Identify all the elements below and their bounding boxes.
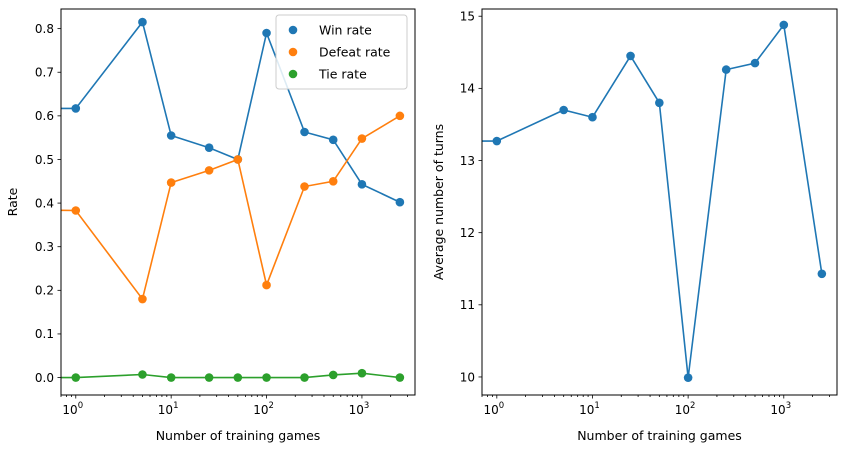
data-point [166,131,176,140]
data-point [357,180,367,189]
data-point [166,373,176,382]
x-axis-label: Number of training games [577,428,742,443]
legend-marker [288,69,298,79]
data-point [233,155,243,164]
y-tick-label: 0.0 [35,371,54,385]
data-point [300,373,309,382]
y-tick-label: 11 [460,298,475,312]
x-tick-label: 103 [349,401,370,417]
x-axis-label: Number of training games [156,428,321,443]
data-point [71,104,81,113]
x-tick-label: 100 [483,401,504,417]
y-tick-label: 0.2 [35,284,54,298]
x-tick-label: 103 [770,401,791,417]
plot-area [61,17,405,382]
series-line-0 [482,22,823,378]
legend-entry: Win rate [319,23,372,38]
data-point [138,370,147,379]
data-point [683,373,693,382]
y-axis-label: Average number of turns [431,124,446,280]
data-point [357,368,367,378]
data-point [262,373,271,382]
y-axis-label: Rate [5,187,20,216]
data-point [71,373,81,382]
data-point [559,105,568,115]
win-defeat-tie-rate-chart: 100 101 102 103 0.0 0.1 0.2 0.3 0.4 0.5 0.6 0.7 0.8 N… [5,8,416,443]
legend-marker [288,25,298,35]
data-point [395,197,405,207]
data-point [328,176,338,186]
legend-marker [288,47,298,57]
x-tick-label: 101 [579,401,600,417]
x-tick-label: 102 [253,401,274,417]
data-point [721,65,731,74]
data-point [395,373,405,382]
data-point [395,111,405,121]
data-point [204,373,214,382]
x-tick-label: 101 [158,401,179,417]
data-point [357,134,367,143]
y-tick-label: 12 [460,226,475,240]
data-point [204,166,214,175]
data-point [138,17,147,27]
data-point [300,182,309,191]
legend: Win rate Defeat rate Tie rate [275,14,408,90]
data-point [817,269,827,279]
data-point [166,178,176,187]
data-point [328,370,338,380]
y-tick-label: 10 [460,370,475,384]
data-point [262,280,271,290]
y-tick-label: 0.7 [35,66,54,80]
y-tick-label: 0.5 [35,153,54,167]
y-tick-label: 13 [460,154,475,168]
axes-frame [481,8,838,396]
y-tick-label: 0.1 [35,327,54,341]
data-point [655,98,664,108]
y-tick-label: 15 [460,10,475,24]
data-point [492,136,502,146]
plot-area [482,20,827,382]
y-tick-label: 0.3 [35,240,54,254]
x-tick-label: 100 [62,401,83,417]
data-point [233,373,243,382]
data-point [750,58,760,68]
average-turns-chart: 100 101 102 103 10 11 12 13 14 15 Number of traini… [431,8,838,443]
legend-entry: Tie rate [318,67,367,82]
data-point [138,294,147,304]
data-point [588,112,597,122]
data-point [204,143,214,152]
y-tick-label: 0.8 [35,22,54,36]
y-tick-label: 0.4 [35,196,54,210]
y-tick-label: 14 [460,82,475,96]
data-point [328,135,338,145]
data-point [300,127,309,137]
data-point [779,20,789,30]
y-tick-label: 0.6 [35,109,54,123]
legend-box [275,14,408,90]
data-point [262,28,271,38]
legend-entry: Defeat rate [319,45,391,60]
data-point [71,206,81,215]
data-point [626,51,635,61]
x-tick-label: 102 [675,401,696,417]
